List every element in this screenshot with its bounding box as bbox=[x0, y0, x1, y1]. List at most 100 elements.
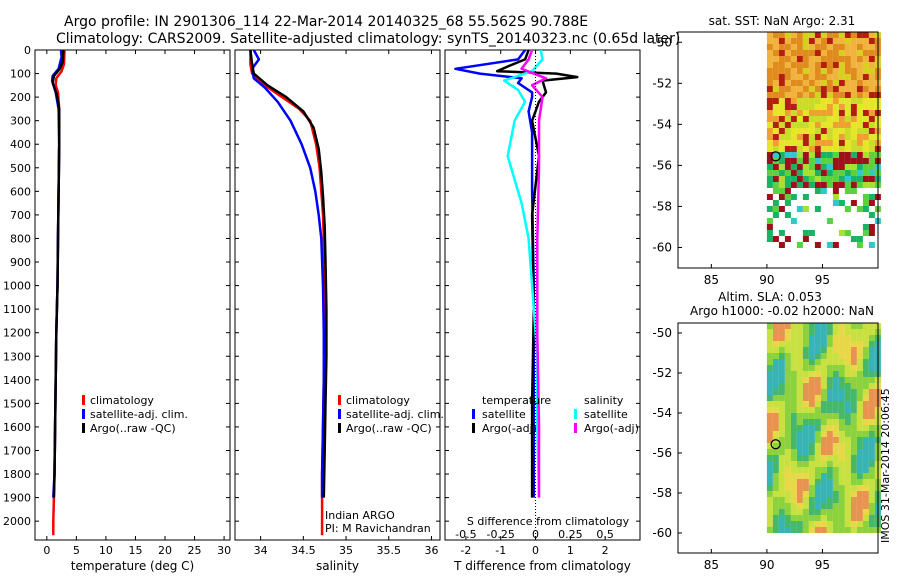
sla-cell bbox=[802, 479, 809, 485]
sla-cell bbox=[844, 401, 851, 407]
sla-cell bbox=[772, 455, 779, 461]
sla-cell bbox=[856, 371, 863, 377]
sla-cell bbox=[838, 383, 845, 389]
sst-cell bbox=[808, 164, 815, 170]
sla-cell bbox=[820, 389, 827, 395]
sla-cell bbox=[820, 473, 827, 479]
sla-cell bbox=[778, 413, 785, 419]
sla-cell bbox=[784, 377, 791, 383]
sst-cell bbox=[844, 38, 851, 44]
sst-cell bbox=[814, 158, 821, 164]
sla-cell bbox=[772, 395, 779, 401]
sla-map-title-2: Argo h1000: -0.02 h2000: NaN bbox=[690, 304, 874, 318]
sst-cell bbox=[784, 176, 791, 182]
sst-cell bbox=[868, 68, 875, 74]
sla-cell bbox=[814, 365, 821, 371]
sst-cell bbox=[790, 62, 797, 68]
sla-cell bbox=[784, 347, 791, 353]
sla-cell bbox=[808, 323, 815, 329]
sst-cell bbox=[832, 74, 839, 80]
sst-cell bbox=[832, 128, 839, 134]
sla-cell bbox=[796, 527, 803, 533]
sla-cell bbox=[838, 509, 845, 515]
sst-cell bbox=[784, 134, 791, 140]
sla-cell bbox=[844, 443, 851, 449]
sla-cell bbox=[814, 449, 821, 455]
sla-cell bbox=[784, 527, 791, 533]
sla-cell bbox=[826, 389, 833, 395]
sst-cell bbox=[814, 44, 821, 50]
sla-cell bbox=[790, 509, 797, 515]
sla-cell bbox=[796, 371, 803, 377]
sst-cell bbox=[784, 86, 791, 92]
sst-cell bbox=[784, 194, 791, 200]
sla-cell bbox=[856, 521, 863, 527]
indian-argo-label: Indian ARGO bbox=[325, 509, 395, 522]
sst-cell bbox=[844, 146, 851, 152]
sla-cell bbox=[862, 437, 869, 443]
sst-cell bbox=[832, 140, 839, 146]
sst-cell bbox=[844, 230, 851, 236]
sla-cell bbox=[802, 371, 809, 377]
sst-cell bbox=[808, 68, 815, 74]
sst-cell bbox=[784, 200, 791, 206]
sst-cell bbox=[778, 116, 785, 122]
sst-cell bbox=[868, 98, 875, 104]
sla-cell bbox=[838, 347, 845, 353]
sst-cell bbox=[802, 140, 809, 146]
sla-cell bbox=[814, 395, 821, 401]
sla-cell bbox=[784, 515, 791, 521]
sst-cell bbox=[826, 98, 833, 104]
sla-cell bbox=[862, 353, 869, 359]
sst-cell bbox=[814, 68, 821, 74]
sla-cell bbox=[796, 359, 803, 365]
sst-cell bbox=[790, 116, 797, 122]
y-tick-label: -56 bbox=[652, 446, 672, 460]
sst-cell bbox=[832, 134, 839, 140]
x-tick-label: 10 bbox=[99, 544, 113, 557]
sla-cell bbox=[862, 443, 869, 449]
sla-cell bbox=[766, 443, 773, 449]
sla-cell bbox=[796, 413, 803, 419]
sla-cell bbox=[850, 335, 857, 341]
sla-cell bbox=[772, 425, 779, 431]
sla-cell bbox=[820, 329, 827, 335]
sla-cell bbox=[868, 461, 875, 467]
sla-cell bbox=[784, 407, 791, 413]
sla-cell bbox=[850, 515, 857, 521]
sla-cell bbox=[778, 407, 785, 413]
sla-cell bbox=[814, 401, 821, 407]
sla-cell bbox=[832, 359, 839, 365]
sst-cell bbox=[868, 62, 875, 68]
sst-cell bbox=[784, 212, 791, 218]
sst-cell bbox=[778, 98, 785, 104]
sst-cell bbox=[856, 176, 863, 182]
sst-cell bbox=[820, 158, 827, 164]
sla-cell bbox=[820, 467, 827, 473]
sla-cell bbox=[796, 455, 803, 461]
sla-cell bbox=[838, 515, 845, 521]
sla-cell bbox=[856, 509, 863, 515]
sla-cell bbox=[802, 425, 809, 431]
sla-cell bbox=[790, 491, 797, 497]
sst-cell bbox=[814, 104, 821, 110]
sst-cell bbox=[838, 170, 845, 176]
sst-cell bbox=[778, 152, 785, 158]
sst-cell bbox=[862, 206, 869, 212]
x-tick-label: 36 bbox=[424, 544, 438, 557]
sla-cell bbox=[772, 491, 779, 497]
y-tick-label: -52 bbox=[652, 76, 672, 90]
sst-cell bbox=[772, 80, 779, 86]
sla-cell bbox=[844, 347, 851, 353]
sst-cell bbox=[766, 86, 773, 92]
sst-cell bbox=[802, 194, 809, 200]
sst-cell bbox=[826, 68, 833, 74]
sst-cell bbox=[802, 164, 809, 170]
sst-cell bbox=[832, 44, 839, 50]
sla-cell bbox=[850, 395, 857, 401]
sst-cell bbox=[784, 62, 791, 68]
sla-cell bbox=[856, 419, 863, 425]
x-tick-label: -1 bbox=[495, 544, 506, 557]
sla-cell bbox=[766, 347, 773, 353]
sst-cell bbox=[802, 236, 809, 242]
